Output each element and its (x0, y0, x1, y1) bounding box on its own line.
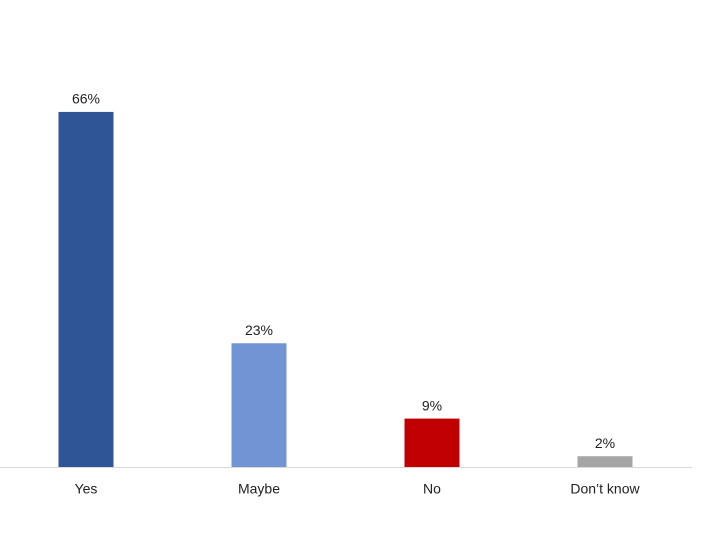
bar (404, 418, 460, 467)
bar (231, 343, 287, 467)
x-tick-label: No (423, 481, 441, 497)
data-label: 66% (72, 91, 100, 107)
x-tick-label: Maybe (238, 481, 280, 497)
x-tick-label: Yes (75, 481, 98, 497)
data-label: 9% (422, 397, 442, 413)
x-tick-label: Don’t know (570, 481, 640, 497)
bar (577, 456, 633, 467)
data-label: 23% (245, 322, 273, 338)
bar (58, 111, 114, 468)
data-label: 2% (595, 435, 615, 451)
